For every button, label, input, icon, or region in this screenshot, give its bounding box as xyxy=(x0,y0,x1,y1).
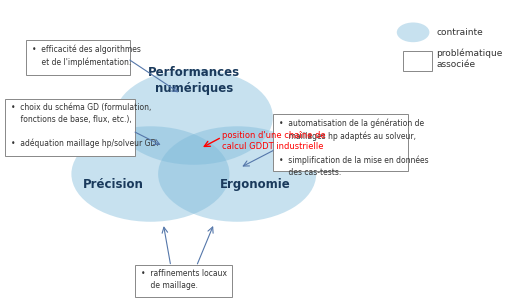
FancyBboxPatch shape xyxy=(272,114,407,171)
Text: Précision: Précision xyxy=(82,178,144,191)
Text: contrainte: contrainte xyxy=(435,28,482,37)
Text: •  raffinements locaux
    de maillage.: • raffinements locaux de maillage. xyxy=(141,270,227,290)
Text: •  choix du schéma GD (formulation,
    fonctions de base, flux, etc.),

•  adéq: • choix du schéma GD (formulation, fonct… xyxy=(11,103,159,148)
FancyBboxPatch shape xyxy=(5,99,135,156)
Text: Ergonomie: Ergonomie xyxy=(219,178,290,191)
Circle shape xyxy=(396,22,429,42)
FancyBboxPatch shape xyxy=(25,40,130,75)
Text: •  efficacité des algorithmes
    et de l'implémentation.: • efficacité des algorithmes et de l'imp… xyxy=(32,45,140,67)
FancyBboxPatch shape xyxy=(402,51,432,71)
Text: Performances
numériques: Performances numériques xyxy=(148,66,239,95)
Circle shape xyxy=(115,69,272,165)
Circle shape xyxy=(71,126,229,222)
Text: •  automatisation de la génération de
    maillages hp adaptés au solveur,

•  s: • automatisation de la génération de mai… xyxy=(278,119,428,177)
Circle shape xyxy=(158,126,316,222)
Text: problématique
associée: problématique associée xyxy=(435,49,501,69)
Text: position d'une chaîne de
calcul GDDT industrielle: position d'une chaîne de calcul GDDT ind… xyxy=(221,131,325,151)
FancyBboxPatch shape xyxy=(135,265,232,297)
